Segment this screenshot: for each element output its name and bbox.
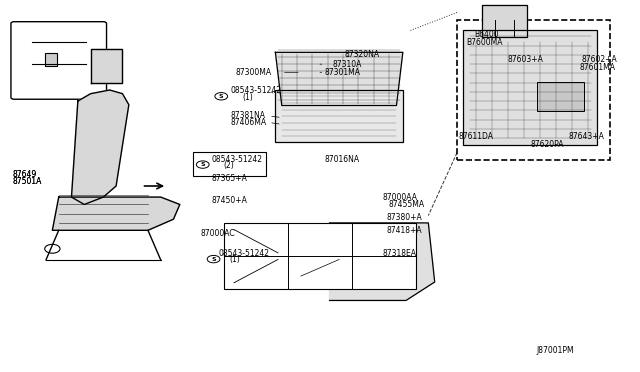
Text: 87301MA: 87301MA [324, 68, 360, 77]
Bar [45, 53, 57, 66]
Text: 87649: 87649 [13, 170, 37, 179]
Bar [537, 82, 584, 111]
Text: 87603+A: 87603+A [508, 55, 544, 64]
Text: (2): (2) [223, 161, 234, 170]
Text: 87643+A: 87643+A [568, 132, 604, 141]
Text: 87000AA: 87000AA [383, 193, 417, 202]
Text: (1): (1) [230, 255, 240, 264]
Text: 08543-51242: 08543-51242 [218, 249, 269, 258]
Text: 87320NA: 87320NA [344, 51, 380, 60]
Text: B7600MA: B7600MA [467, 38, 503, 47]
Text: J87001PM: J87001PM [537, 346, 574, 355]
Text: 87450+A: 87450+A [212, 196, 248, 205]
Text: 87016NA: 87016NA [324, 154, 360, 164]
Circle shape [45, 244, 60, 253]
Text: 08543-51242: 08543-51242 [212, 154, 262, 164]
Circle shape [215, 93, 228, 100]
Bar [463, 31, 597, 145]
Text: 87418+A: 87418+A [387, 226, 422, 235]
Circle shape [207, 256, 220, 263]
Text: 87300MA: 87300MA [236, 68, 272, 77]
Text: 87602+A: 87602+A [581, 55, 617, 64]
Text: 87501A: 87501A [13, 177, 42, 186]
Text: 87620PA: 87620PA [531, 140, 564, 149]
Text: 87406MA: 87406MA [231, 118, 267, 127]
Text: 87455MA: 87455MA [389, 200, 425, 209]
Polygon shape [275, 52, 403, 106]
Bar [457, 20, 610, 160]
Text: 87000AC: 87000AC [200, 230, 235, 238]
Circle shape [196, 161, 209, 168]
Text: 87501A: 87501A [13, 177, 42, 186]
Text: 87601MA: 87601MA [580, 63, 616, 72]
Text: 87611DA: 87611DA [459, 132, 494, 141]
Text: (1): (1) [243, 93, 253, 102]
Text: S: S [211, 257, 216, 262]
Polygon shape [483, 5, 527, 37]
Text: S: S [219, 94, 223, 99]
Text: B6400: B6400 [474, 30, 499, 39]
Text: 87381NA: 87381NA [231, 111, 266, 121]
Bar [275, 90, 403, 142]
Text: S: S [200, 162, 205, 167]
Bar [193, 152, 266, 176]
Text: 87380+A: 87380+A [387, 213, 422, 222]
Text: 08543-51242: 08543-51242 [231, 86, 282, 95]
Polygon shape [52, 197, 180, 230]
Bar [225, 223, 415, 289]
Text: 87310A: 87310A [333, 60, 362, 69]
Polygon shape [330, 223, 435, 301]
Text: 87365+A: 87365+A [212, 174, 248, 183]
Text: 87318EA: 87318EA [383, 249, 417, 258]
FancyBboxPatch shape [11, 22, 106, 99]
Polygon shape [91, 49, 122, 83]
Text: 87649: 87649 [13, 170, 37, 179]
Polygon shape [72, 90, 129, 205]
